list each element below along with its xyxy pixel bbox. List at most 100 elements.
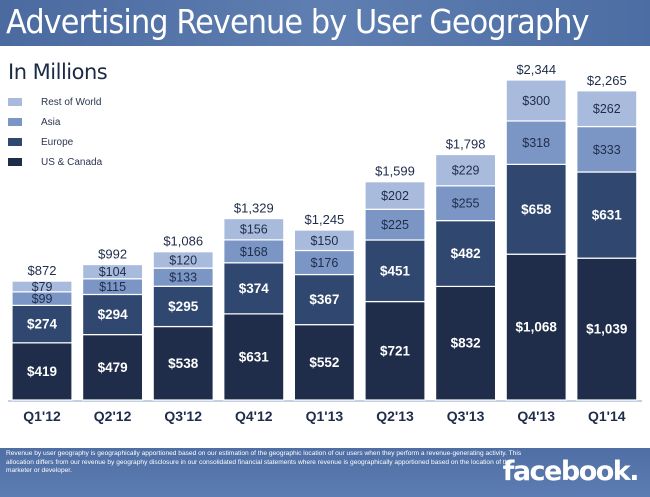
- bar-value-label: $120: [169, 253, 197, 267]
- bar-segment-rest-of-world: [364, 181, 426, 210]
- bar-segment-rest-of-world: [505, 79, 567, 122]
- legend-item-asia: Asia: [8, 112, 102, 132]
- legend-label: Asia: [41, 116, 61, 128]
- bar-total-label: $1,086: [163, 234, 203, 249]
- bar-value-label: $294: [98, 307, 129, 322]
- legend-item-europe: Europe: [8, 132, 102, 152]
- bar-segment-europe: [293, 273, 355, 326]
- header-banner: Advertising Revenue by User Geography: [0, 0, 650, 46]
- bar-segment-europe: [152, 285, 214, 328]
- bar-total-label: $1,798: [446, 137, 486, 152]
- legend-swatch: [8, 138, 22, 146]
- legend-swatch: [8, 158, 22, 166]
- bar-total-label: $1,599: [375, 164, 415, 179]
- bar-segment-us-canada: [364, 300, 426, 401]
- legend-swatch: [8, 118, 22, 126]
- bar-segment-europe: [435, 220, 497, 288]
- bar-segment-us-canada: [81, 334, 144, 401]
- x-tick-label: Q2'12: [94, 408, 132, 424]
- bar-value-label: $115: [99, 280, 126, 294]
- bar-value-label: $262: [593, 102, 621, 116]
- bar-segment-us-canada: [505, 253, 567, 401]
- bar-segment-us-canada: [576, 257, 638, 401]
- bar-segment-asia: [576, 125, 638, 173]
- bar-value-label: $168: [240, 245, 268, 259]
- bar-segment-asia: [435, 185, 497, 222]
- bar-value-label: $538: [168, 356, 199, 371]
- bar-value-label: $202: [381, 189, 409, 203]
- bar-value-label: $658: [521, 202, 552, 217]
- bar-value-label: $79: [32, 280, 53, 294]
- bar-segment-asia: [293, 249, 355, 276]
- facebook-logo: facebook.: [502, 456, 640, 487]
- bar-segment-us-canada: [223, 313, 285, 401]
- bar-value-label: $367: [309, 292, 339, 307]
- bar-segment-us-canada: [435, 285, 497, 401]
- legend-label: Rest of World: [41, 96, 102, 108]
- bar-segment-rest-of-world: [576, 90, 638, 128]
- bar-segment-asia: [364, 208, 426, 241]
- bar-segment-europe: [81, 293, 144, 336]
- bar-value-label: $229: [452, 164, 480, 178]
- footnote: Revenue by user geography is geographica…: [6, 450, 522, 474]
- bar-segment-rest-of-world: [293, 229, 355, 252]
- bar-segment-us-canada: [293, 324, 355, 401]
- bar-value-label: $479: [98, 360, 128, 375]
- bar-value-label: $1,039: [586, 322, 627, 337]
- legend-item-us-canada: US & Canada: [8, 152, 102, 172]
- bar-value-label: $300: [522, 94, 550, 108]
- legend-label: Europe: [41, 136, 74, 148]
- bar-value-label: $295: [168, 299, 199, 314]
- bar-total-label: $2,265: [587, 73, 627, 88]
- legend-label: US & Canada: [41, 156, 103, 168]
- x-tick-label: Q3'13: [447, 408, 485, 424]
- bar-segment-us-canada: [152, 325, 214, 401]
- bar-value-label: $255: [452, 197, 480, 211]
- bar-segment-europe: [364, 239, 426, 303]
- bar-total-label: $2,344: [516, 62, 556, 77]
- bar-value-label: $631: [592, 208, 623, 223]
- x-tick-label: Q1'13: [306, 408, 344, 424]
- stacked-bar-chart: $419 $274 $99$79 $872 Q1'12 $479 $294 $115$104 $…: [8, 62, 642, 424]
- bar-value-label: $104: [99, 265, 127, 279]
- bar-segment-rest-of-world: [223, 217, 285, 241]
- x-tick-label: Q4'12: [235, 408, 273, 424]
- bar-value-label: $419: [27, 364, 57, 379]
- bar-total-label: $992: [98, 247, 127, 262]
- chart-subtitle: In Millions: [8, 60, 108, 84]
- bar-segment-europe: [11, 304, 73, 344]
- x-tick-label: Q2'13: [376, 408, 414, 424]
- bar-segment-rest-of-world: [435, 153, 497, 187]
- x-tick-label: Q3'12: [164, 408, 202, 424]
- bar-value-label: $374: [239, 281, 270, 296]
- bar-value-label: $150: [310, 234, 338, 248]
- legend: Rest of World Asia Europe US & Canada: [8, 92, 102, 172]
- bar-segment-rest-of-world: [152, 251, 214, 269]
- legend-item-rest-of-world: Rest of World: [8, 92, 102, 112]
- bar-value-label: $333: [593, 143, 621, 157]
- x-tick-label: Q1'14: [588, 408, 626, 424]
- bar-value-label: $133: [169, 271, 197, 285]
- bar-value-label: $721: [380, 343, 411, 358]
- bar-segment-asia: [505, 120, 567, 165]
- bar-value-label: $99: [32, 292, 53, 306]
- bar-value-label: $274: [27, 317, 58, 332]
- chart-title: Advertising Revenue by User Geography: [6, 2, 589, 41]
- bar-value-label: $225: [381, 218, 409, 232]
- bar-value-label: $451: [380, 263, 411, 278]
- bar-segment-europe: [223, 262, 285, 315]
- footer-banner: Revenue by user geography is geographica…: [0, 448, 650, 497]
- bar-value-label: $156: [240, 223, 268, 237]
- bar-total-label: $1,329: [234, 201, 274, 216]
- bar-total-label: $1,245: [305, 212, 345, 227]
- bar-value-label: $552: [309, 355, 339, 370]
- x-tick-label: Q4'13: [517, 408, 555, 424]
- bar-value-label: $176: [310, 256, 338, 270]
- x-tick-label: Q1'12: [23, 408, 61, 424]
- bar-value-label: $1,068: [516, 320, 558, 335]
- bar-value-label: $631: [239, 349, 270, 364]
- bar-segment-rest-of-world: [11, 280, 73, 293]
- bar-value-label: $832: [451, 336, 481, 351]
- bar-value-label: $318: [522, 136, 550, 150]
- bar-value-label: $482: [451, 246, 481, 261]
